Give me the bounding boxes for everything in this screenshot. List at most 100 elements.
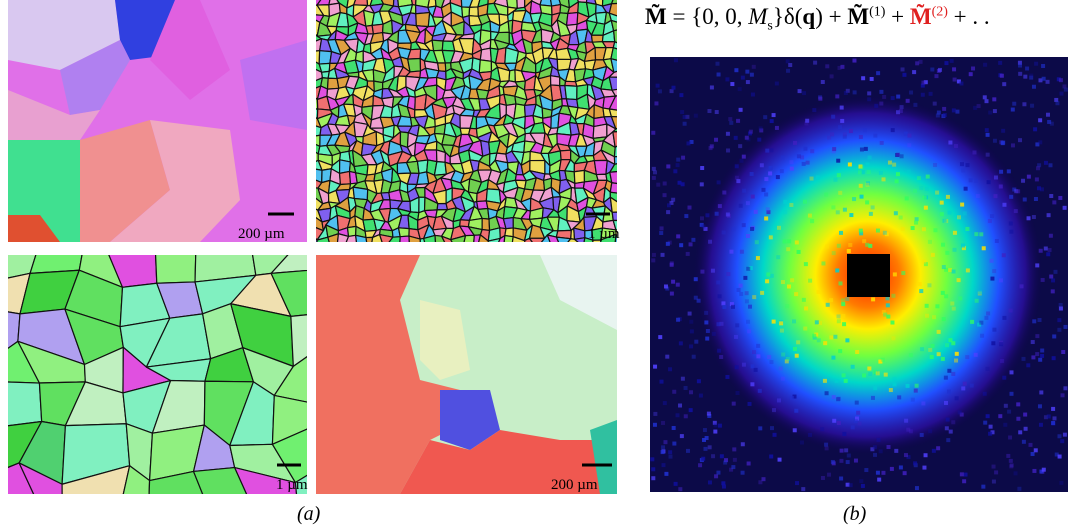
noise-pixel [769,454,773,458]
noise-pixel [859,135,863,139]
noise-pixel [860,147,864,151]
noise-pixel [1002,376,1006,380]
noise-pixel [663,181,667,185]
noise-pixel [776,175,780,179]
noise-pixel [999,342,1003,346]
noise-pixel [790,396,794,400]
noise-pixel [1031,355,1035,359]
noise-pixel [674,482,678,486]
noise-pixel [1047,414,1051,418]
noise-pixel [687,141,691,145]
noise-pixel [766,207,770,211]
noise-pixel [719,355,723,359]
noise-pixel [772,408,776,412]
grain [614,157,624,165]
noise-pixel [865,200,869,204]
noise-pixel [653,423,657,427]
noise-pixel [1053,416,1057,420]
noise-pixel [823,379,827,383]
noise-pixel [747,329,751,333]
noise-pixel [808,279,812,283]
grain [438,63,446,71]
noise-pixel [932,449,936,453]
noise-pixel [781,155,785,159]
noise-pixel [732,447,736,451]
noise-pixel [902,73,906,77]
noise-pixel [947,390,951,394]
noise-pixel [837,173,841,177]
noise-pixel [824,193,828,197]
noise-pixel [945,251,949,255]
noise-pixel [841,314,845,318]
scattering-pattern [650,57,1068,492]
noise-pixel [821,476,825,480]
noise-pixel [894,449,898,453]
noise-pixel [971,66,975,70]
noise-pixel [1057,328,1061,332]
noise-pixel [711,454,715,458]
noise-pixel [1057,318,1061,322]
noise-pixel [852,59,856,63]
noise-pixel [838,349,842,353]
noise-pixel [963,211,967,215]
noise-pixel [1039,249,1043,253]
noise-pixel [687,206,691,210]
noise-pixel [664,284,668,288]
noise-pixel [944,61,948,65]
noise-pixel [848,162,852,166]
noise-pixel [1002,203,1006,207]
noise-pixel [751,92,755,96]
noise-pixel [1007,169,1011,173]
noise-pixel [726,132,730,136]
noise-pixel [705,337,709,341]
noise-pixel [1014,209,1018,213]
noise-pixel [896,95,900,99]
noise-pixel [683,115,687,119]
scale-label: 200 µm [238,226,285,242]
grain [609,77,624,90]
noise-pixel [1018,138,1022,142]
noise-pixel [660,380,664,384]
noise-pixel [783,200,787,204]
noise-pixel [879,449,883,453]
noise-pixel [1023,197,1027,201]
noise-pixel [944,376,948,380]
noise-pixel [944,401,948,405]
noise-pixel [726,272,730,276]
noise-pixel [831,460,835,464]
noise-pixel [1002,82,1006,86]
noise-pixel [917,176,921,180]
noise-pixel [1046,113,1050,117]
noise-pixel [692,355,696,359]
noise-pixel [715,212,719,216]
noise-pixel [860,165,864,169]
noise-pixel [867,91,871,95]
noise-pixel [909,90,913,94]
grain [611,20,622,30]
noise-pixel [992,269,996,273]
noise-pixel [1059,303,1063,307]
noise-pixel [995,239,999,243]
noise-pixel [691,238,695,242]
noise-pixel [704,320,708,324]
noise-pixel [864,468,868,472]
noise-pixel [751,195,755,199]
noise-pixel [879,171,883,175]
noise-pixel [741,471,745,475]
noise-pixel [899,465,903,469]
noise-pixel [652,176,656,180]
noise-pixel [716,471,720,475]
noise-pixel [739,159,743,163]
noise-pixel [1009,309,1013,313]
noise-pixel [840,119,844,123]
noise-pixel [946,418,950,422]
noise-pixel [907,169,911,173]
noise-pixel [750,172,754,176]
noise-pixel [773,433,777,437]
noise-pixel [810,219,814,223]
noise-pixel [802,162,806,166]
noise-pixel [976,194,980,198]
grain [574,170,584,183]
noise-pixel [951,341,955,345]
noise-pixel [978,290,982,294]
